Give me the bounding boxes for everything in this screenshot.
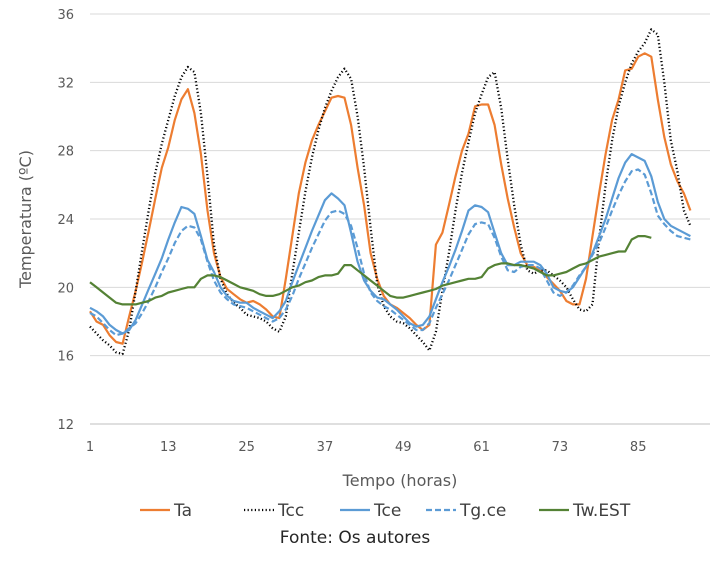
legend-label: Tw.EST [572,501,631,521]
y-tick-label: 32 [57,76,74,91]
y-tick-label: 28 [57,145,74,160]
legend: Ta Tcc Tce Tg.ce Tw.EST [140,501,631,521]
series-line-tg-ce [89,168,691,337]
legend-label: Tg.ce [459,501,506,521]
x-tick-label: 61 [473,440,490,455]
series-line-tw-est [89,235,652,306]
tick-labels: 12 16 20 24 28 32 36 1 13 25 37 49 61 73 85 [57,8,646,455]
y-tick-label: 16 [57,350,74,365]
series-line-ta [89,52,692,345]
source-caption: Fonte: Os autores [279,528,431,548]
x-tick-label: 25 [238,440,255,455]
legend-label: Tce [373,501,401,521]
y-tick-label: 24 [57,213,74,228]
y-tick-label: 20 [57,281,74,296]
x-tick-label: 85 [630,440,647,455]
x-tick-label: 37 [317,440,334,455]
series-line-tce [89,153,691,335]
y-tick-label: 36 [57,8,74,23]
grid-lines [90,13,710,425]
y-tick-label: 12 [57,418,74,433]
legend-label: Tcc [277,501,304,521]
x-axis-title: Tempo (horas) [342,471,458,490]
series-lines [89,28,692,356]
legend-label: Ta [173,501,192,521]
x-tick-label: 73 [552,440,569,455]
x-tick-label: 13 [160,440,177,455]
x-tick-label: 49 [395,440,412,455]
x-tick-label: 1 [86,440,94,455]
y-axis-title: Temperatura (ºC) [16,150,35,289]
